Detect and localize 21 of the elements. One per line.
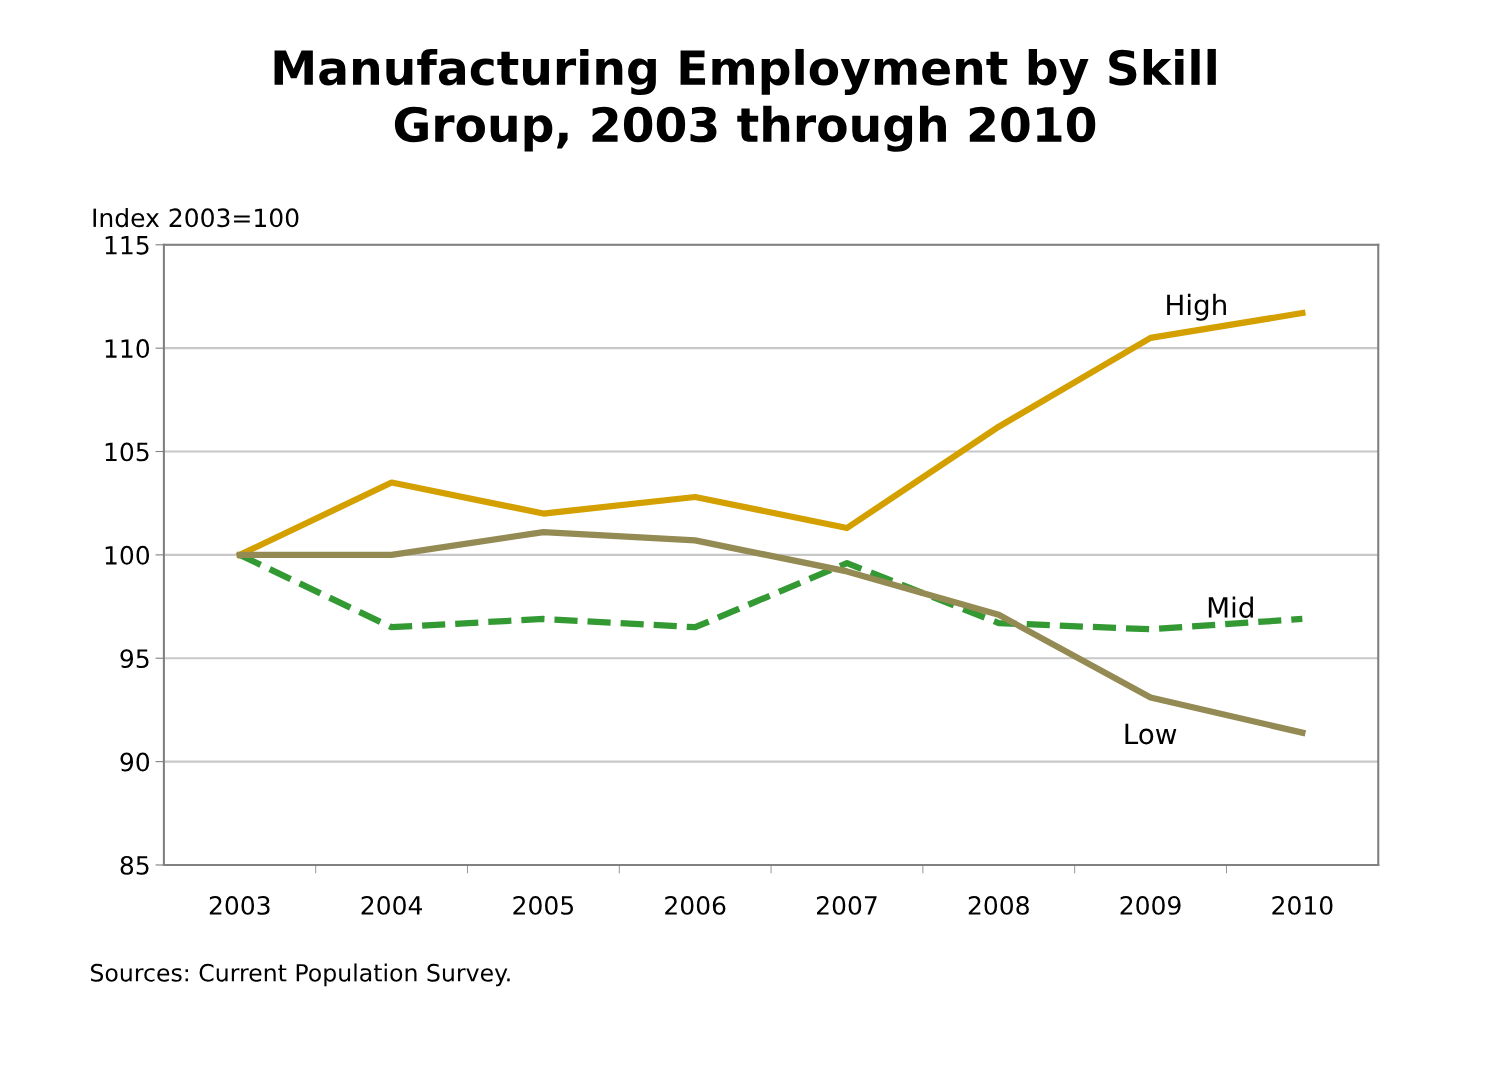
y-tick-label: 115 bbox=[105, 236, 149, 255]
x-tick-label: 2010 bbox=[1272, 895, 1333, 915]
y-tick-label: 110 bbox=[105, 339, 150, 359]
y-tick-label: 85 bbox=[120, 855, 149, 875]
source-note: Sources: Current Population Survey. bbox=[90, 963, 510, 987]
series-label: Low bbox=[1125, 723, 1177, 745]
chart-title: Manufacturing Employment by Skill Group, 2003 through 2010 bbox=[274, 48, 1216, 152]
y-tick-label: 90 bbox=[120, 752, 150, 772]
y-axis-title: Index 2003=100 bbox=[93, 207, 299, 228]
x-tick-label: 2008 bbox=[968, 895, 1029, 915]
x-tick-label: 2007 bbox=[816, 895, 877, 915]
x-tick-label: 2005 bbox=[513, 895, 574, 915]
x-tick-label: 2004 bbox=[361, 895, 422, 915]
y-tick-label: 95 bbox=[120, 649, 149, 669]
y-tick-label: 100 bbox=[105, 545, 150, 565]
x-tick-label: 2003 bbox=[209, 895, 270, 915]
y-tick-label: 105 bbox=[105, 442, 149, 462]
series-label: High bbox=[1167, 293, 1226, 321]
x-tick-label: 2006 bbox=[665, 895, 726, 915]
x-tick-label: 2009 bbox=[1120, 895, 1181, 915]
series-label: Mid bbox=[1208, 596, 1253, 618]
